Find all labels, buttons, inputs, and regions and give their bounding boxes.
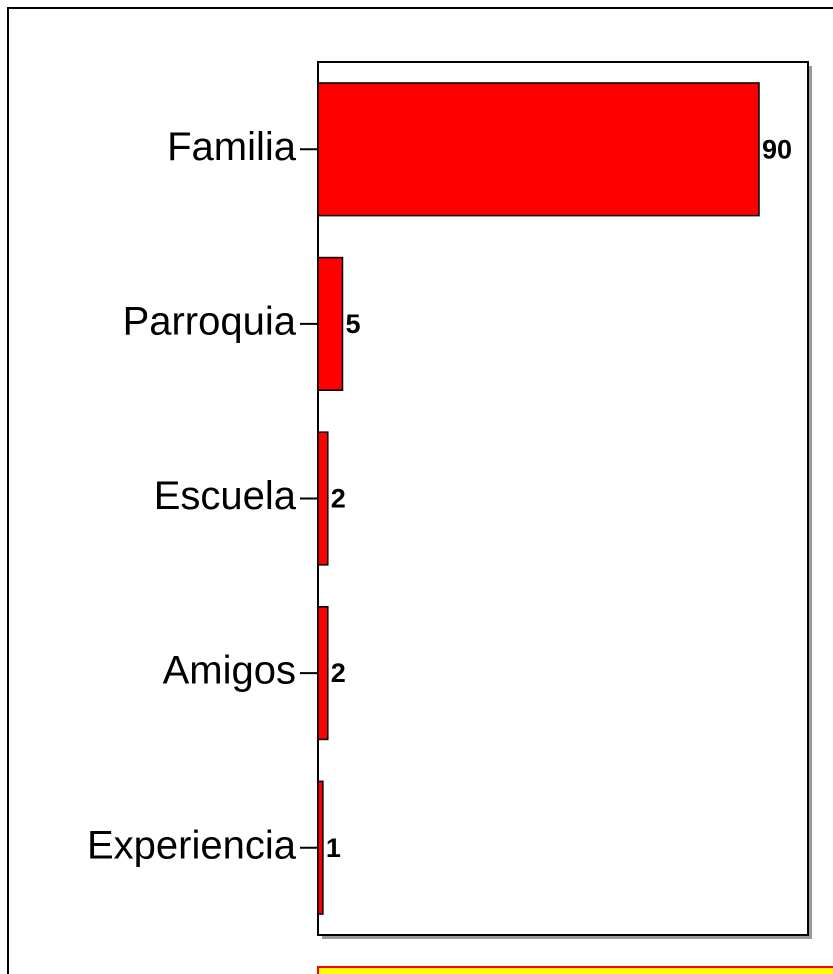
value-label: 5	[346, 309, 361, 339]
y-tick-label: Parroquia	[123, 299, 297, 343]
bar	[317, 780, 324, 915]
y-tick-label: Experiencia	[87, 823, 297, 867]
y-tick-label: Escuela	[154, 474, 297, 518]
y-tick-label: Amigos	[163, 649, 296, 693]
value-label: 2	[331, 484, 346, 514]
bar	[317, 606, 329, 741]
bar	[317, 431, 329, 566]
y-tick-label: Familia	[167, 125, 297, 169]
value-label: 2	[331, 658, 346, 688]
bar	[317, 256, 344, 391]
bar	[317, 82, 760, 217]
value-label: 90	[762, 134, 792, 164]
value-label: 1	[326, 833, 341, 863]
legend-box	[317, 966, 833, 974]
